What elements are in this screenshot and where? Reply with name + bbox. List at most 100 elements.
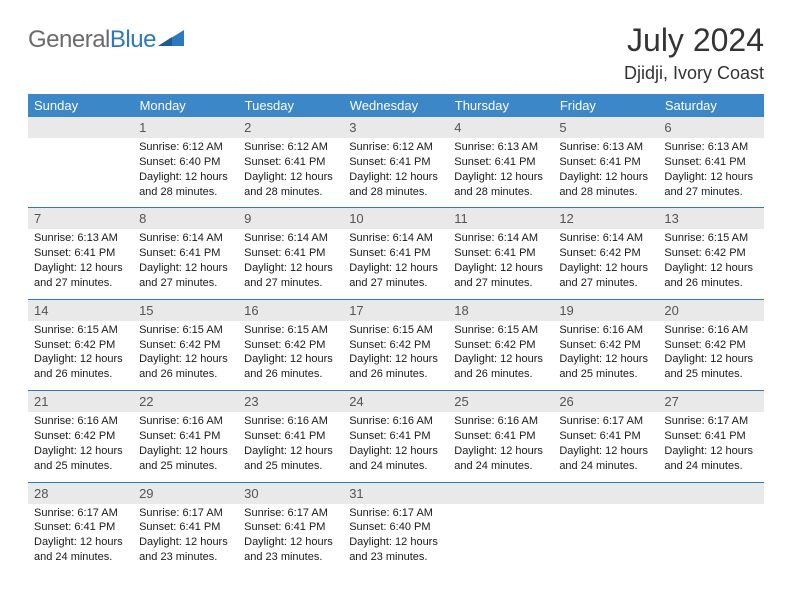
daylight-line-2: and 23 minutes.: [244, 550, 337, 565]
daylight-line-2: and 25 minutes.: [559, 367, 652, 382]
daylight-line-1: Daylight: 12 hours: [664, 261, 757, 276]
daylight-line-1: Daylight: 12 hours: [349, 535, 442, 550]
day-number-cell: 6: [658, 117, 763, 138]
daylight-line-1: Daylight: 12 hours: [349, 352, 442, 367]
sunset-line: Sunset: 6:41 PM: [559, 155, 652, 170]
sunrise-line: Sunrise: 6:12 AM: [244, 140, 337, 155]
day-content-cell: Sunrise: 6:16 AMSunset: 6:41 PMDaylight:…: [133, 412, 238, 482]
daylight-line-1: Daylight: 12 hours: [139, 170, 232, 185]
daylight-line-2: and 25 minutes.: [664, 367, 757, 382]
daylight-line-2: and 24 minutes.: [34, 550, 127, 565]
daylight-line-2: and 25 minutes.: [244, 459, 337, 474]
sunrise-line: Sunrise: 6:16 AM: [244, 414, 337, 429]
day-content-cell: Sunrise: 6:13 AMSunset: 6:41 PMDaylight:…: [553, 138, 658, 208]
daylight-line-1: Daylight: 12 hours: [244, 170, 337, 185]
day-content-cell: Sunrise: 6:15 AMSunset: 6:42 PMDaylight:…: [238, 321, 343, 391]
daylight-line-2: and 24 minutes.: [664, 459, 757, 474]
day-number-cell: 15: [133, 299, 238, 321]
day-number-cell: 3: [343, 117, 448, 138]
day-number-cell: 13: [658, 208, 763, 230]
title-block: July 2024 Djidji, Ivory Coast: [624, 22, 764, 84]
daylight-line-1: Daylight: 12 hours: [244, 352, 337, 367]
sunrise-line: Sunrise: 6:14 AM: [244, 231, 337, 246]
day-content-cell: Sunrise: 6:16 AMSunset: 6:42 PMDaylight:…: [553, 321, 658, 391]
day-content-cell: Sunrise: 6:16 AMSunset: 6:41 PMDaylight:…: [448, 412, 553, 482]
daylight-line-2: and 26 minutes.: [139, 367, 232, 382]
logo: GeneralBlue: [28, 26, 184, 54]
day-content-cell: Sunrise: 6:15 AMSunset: 6:42 PMDaylight:…: [133, 321, 238, 391]
daylight-line-1: Daylight: 12 hours: [244, 261, 337, 276]
daylight-line-1: Daylight: 12 hours: [139, 535, 232, 550]
weekday-header: Monday: [133, 94, 238, 117]
sunrise-line: Sunrise: 6:12 AM: [139, 140, 232, 155]
sunrise-line: Sunrise: 6:17 AM: [664, 414, 757, 429]
day-content-row: Sunrise: 6:13 AMSunset: 6:41 PMDaylight:…: [28, 229, 764, 299]
day-content-cell: Sunrise: 6:14 AMSunset: 6:41 PMDaylight:…: [238, 229, 343, 299]
sunrise-line: Sunrise: 6:17 AM: [34, 506, 127, 521]
sunset-line: Sunset: 6:41 PM: [454, 155, 547, 170]
daylight-line-1: Daylight: 12 hours: [454, 352, 547, 367]
weekday-header: Saturday: [658, 94, 763, 117]
day-content-cell: Sunrise: 6:16 AMSunset: 6:42 PMDaylight:…: [658, 321, 763, 391]
daylight-line-2: and 23 minutes.: [349, 550, 442, 565]
daylight-line-2: and 28 minutes.: [139, 185, 232, 200]
sunset-line: Sunset: 6:41 PM: [244, 429, 337, 444]
sunrise-line: Sunrise: 6:16 AM: [559, 323, 652, 338]
daylight-line-2: and 23 minutes.: [139, 550, 232, 565]
calendar-table: SundayMondayTuesdayWednesdayThursdayFrid…: [28, 94, 764, 573]
day-number-cell: 14: [28, 299, 133, 321]
sunset-line: Sunset: 6:41 PM: [559, 429, 652, 444]
sunrise-line: Sunrise: 6:15 AM: [454, 323, 547, 338]
daylight-line-1: Daylight: 12 hours: [454, 261, 547, 276]
day-content-cell: Sunrise: 6:14 AMSunset: 6:41 PMDaylight:…: [343, 229, 448, 299]
daylight-line-1: Daylight: 12 hours: [244, 535, 337, 550]
sunset-line: Sunset: 6:41 PM: [34, 246, 127, 261]
day-content-cell: Sunrise: 6:12 AMSunset: 6:40 PMDaylight:…: [133, 138, 238, 208]
day-content-row: Sunrise: 6:12 AMSunset: 6:40 PMDaylight:…: [28, 138, 764, 208]
daylight-line-2: and 27 minutes.: [559, 276, 652, 291]
sunrise-line: Sunrise: 6:15 AM: [664, 231, 757, 246]
day-number-cell: 22: [133, 391, 238, 413]
weekday-header: Sunday: [28, 94, 133, 117]
day-number-cell: 28: [28, 482, 133, 504]
day-number-cell: [658, 482, 763, 504]
day-number-cell: 8: [133, 208, 238, 230]
day-content-cell: [658, 504, 763, 573]
day-number-row: 14151617181920: [28, 299, 764, 321]
day-number-cell: 30: [238, 482, 343, 504]
day-content-cell: Sunrise: 6:15 AMSunset: 6:42 PMDaylight:…: [658, 229, 763, 299]
day-content-cell: Sunrise: 6:15 AMSunset: 6:42 PMDaylight:…: [448, 321, 553, 391]
daylight-line-2: and 26 minutes.: [454, 367, 547, 382]
daylight-line-1: Daylight: 12 hours: [559, 170, 652, 185]
day-number-row: 21222324252627: [28, 391, 764, 413]
daylight-line-1: Daylight: 12 hours: [664, 352, 757, 367]
day-content-cell: [448, 504, 553, 573]
daylight-line-1: Daylight: 12 hours: [559, 444, 652, 459]
daylight-line-1: Daylight: 12 hours: [454, 170, 547, 185]
sunrise-line: Sunrise: 6:16 AM: [664, 323, 757, 338]
day-number-cell: [28, 117, 133, 138]
day-number-cell: 11: [448, 208, 553, 230]
sunrise-line: Sunrise: 6:15 AM: [349, 323, 442, 338]
daylight-line-1: Daylight: 12 hours: [664, 444, 757, 459]
daylight-line-1: Daylight: 12 hours: [664, 170, 757, 185]
sunrise-line: Sunrise: 6:13 AM: [34, 231, 127, 246]
page: GeneralBlue July 2024 Djidji, Ivory Coas…: [0, 0, 792, 612]
daylight-line-2: and 27 minutes.: [349, 276, 442, 291]
sunset-line: Sunset: 6:42 PM: [454, 338, 547, 353]
daylight-line-2: and 26 minutes.: [664, 276, 757, 291]
daylight-line-1: Daylight: 12 hours: [559, 352, 652, 367]
sunrise-line: Sunrise: 6:17 AM: [559, 414, 652, 429]
sunset-line: Sunset: 6:41 PM: [454, 429, 547, 444]
sunset-line: Sunset: 6:40 PM: [139, 155, 232, 170]
daylight-line-2: and 26 minutes.: [244, 367, 337, 382]
sunset-line: Sunset: 6:41 PM: [139, 429, 232, 444]
daylight-line-1: Daylight: 12 hours: [349, 444, 442, 459]
logo-triangle-icon: [158, 30, 184, 53]
sunset-line: Sunset: 6:41 PM: [454, 246, 547, 261]
day-content-cell: Sunrise: 6:17 AMSunset: 6:41 PMDaylight:…: [658, 412, 763, 482]
sunrise-line: Sunrise: 6:14 AM: [349, 231, 442, 246]
sunset-line: Sunset: 6:42 PM: [34, 338, 127, 353]
daylight-line-2: and 27 minutes.: [139, 276, 232, 291]
sunset-line: Sunset: 6:42 PM: [34, 429, 127, 444]
